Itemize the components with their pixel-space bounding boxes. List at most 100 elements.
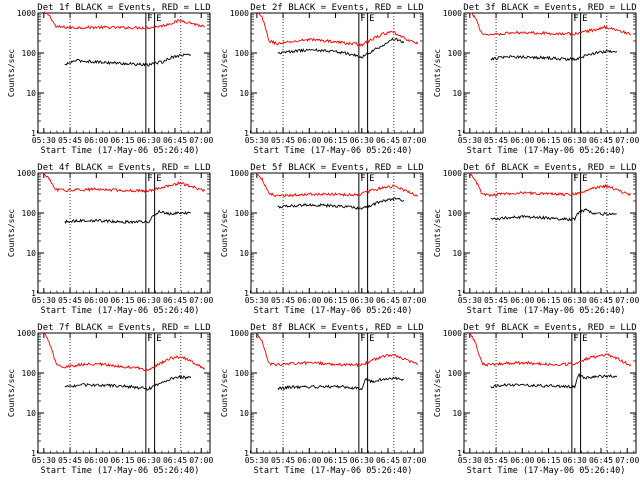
x-tick-label: 06:45 (376, 296, 400, 305)
y-tick-label: 10 (239, 409, 249, 418)
plot-frame (463, 332, 637, 454)
marker-label-f: F (360, 334, 365, 344)
y-tick-label: 10 (239, 249, 249, 258)
y-tick-label: 1 (457, 449, 462, 458)
series-line-events (64, 209, 191, 225)
detector-panel: Det 2f BLACK = Events, RED = LLD 1 10 100 10… (213, 0, 426, 160)
marker-label-e: E (156, 174, 161, 184)
y-axis-label: Counts/sec (220, 49, 229, 97)
x-tick-label: 06:15 (110, 296, 134, 305)
y-tick-label: 10 (239, 89, 249, 98)
x-tick-label: 05:30 (458, 296, 482, 305)
y-axis-label: Counts/sec (433, 209, 442, 257)
x-axis-label: Start Time (17-May-06 05:26:40) (254, 306, 413, 316)
marker-label-e: E (582, 174, 587, 184)
x-tick-label: 07:00 (402, 456, 426, 465)
plot-frame (37, 12, 211, 134)
chart-title: Det 7f BLACK = Events, RED = LLD (37, 323, 210, 333)
detector-chart: Det 3f BLACK = Events, RED = LLD 1 10 100 10… (433, 3, 639, 156)
x-tick-label: 06:00 (510, 136, 534, 145)
x-axis-label: Start Time (17-May-06 05:26:40) (467, 306, 626, 316)
y-tick-label: 1000 (230, 9, 249, 18)
x-tick-label: 06:00 (510, 456, 534, 465)
marker-label-f: F (573, 14, 578, 24)
x-tick-label: 06:00 (84, 136, 108, 145)
y-tick-label: 1000 (17, 329, 36, 338)
marker-label-f: F (573, 174, 578, 184)
series-line-events (490, 208, 617, 222)
x-tick-label: 06:00 (297, 136, 321, 145)
x-tick-label: 06:15 (536, 456, 560, 465)
x-tick-label: 06:30 (350, 456, 374, 465)
x-axis-label: Start Time (17-May-06 05:26:40) (41, 466, 200, 476)
x-tick-label: 07:00 (189, 296, 213, 305)
detector-chart: Det 5f BLACK = Events, RED = LLD 1 10 100 10… (220, 163, 426, 316)
x-axis-label: Start Time (17-May-06 05:26:40) (41, 146, 200, 156)
chart-title: Det 2f BLACK = Events, RED = LLD (250, 3, 423, 13)
x-tick-label: 06:15 (110, 456, 134, 465)
series-line-lld (256, 332, 419, 368)
series-line-events (64, 53, 192, 67)
x-tick-label: 06:45 (163, 456, 187, 465)
y-tick-label: 100 (235, 209, 250, 218)
plot-frame (250, 172, 424, 294)
detector-panel: Det 3f BLACK = Events, RED = LLD 1 10 100 10… (426, 0, 639, 160)
series-line-lld (43, 332, 206, 372)
x-axis-label: Start Time (17-May-06 05:26:40) (467, 146, 626, 156)
detector-chart: Det 7f BLACK = Events, RED = LLD 1 10 100 10… (7, 323, 213, 476)
plot-frame (250, 332, 424, 454)
y-tick-label: 1 (31, 129, 36, 138)
x-tick-label: 06:15 (536, 136, 560, 145)
x-tick-label: 06:45 (589, 136, 613, 145)
series-line-lld (256, 12, 419, 47)
marker-label-e: E (582, 14, 587, 24)
detector-panel: Det 6f BLACK = Events, RED = LLD 1 10 100 10… (426, 160, 639, 320)
series-line-events (64, 374, 192, 391)
chart-title: Det 4f BLACK = Events, RED = LLD (37, 163, 210, 173)
x-tick-label: 06:15 (323, 136, 347, 145)
detector-chart: Det 1f BLACK = Events, RED = LLD 1 10 100 10… (7, 3, 213, 156)
x-axis-label: Start Time (17-May-06 05:26:40) (254, 466, 413, 476)
x-tick-label: 05:45 (484, 136, 508, 145)
detector-panel: Det 9f BLACK = Events, RED = LLD 1 10 100 10… (426, 320, 639, 480)
x-tick-label: 06:30 (137, 296, 161, 305)
series-line-lld (469, 172, 632, 198)
detector-panel: Det 4f BLACK = Events, RED = LLD 1 10 100 10… (0, 160, 213, 320)
series-line-lld (43, 11, 205, 30)
x-tick-label: 06:45 (589, 296, 613, 305)
y-tick-label: 1 (31, 289, 36, 298)
series-line-lld (43, 172, 206, 193)
x-tick-label: 07:00 (615, 136, 639, 145)
y-tick-label: 1000 (443, 329, 462, 338)
y-axis-label: Counts/sec (220, 209, 229, 257)
x-tick-label: 06:15 (323, 456, 347, 465)
chart-title: Det 3f BLACK = Events, RED = LLD (463, 3, 636, 13)
marker-label-f: F (573, 334, 578, 344)
chart-title: Det 9f BLACK = Events, RED = LLD (463, 323, 636, 333)
marker-label-f: F (147, 14, 152, 24)
y-tick-label: 10 (26, 89, 36, 98)
detector-panel: Det 7f BLACK = Events, RED = LLD 1 10 100 10… (0, 320, 213, 480)
y-axis-label: Counts/sec (220, 369, 229, 417)
x-axis-label: Start Time (17-May-06 05:26:40) (41, 306, 200, 316)
y-axis-label: Counts/sec (7, 369, 16, 417)
x-tick-label: 05:30 (32, 136, 56, 145)
x-tick-label: 06:45 (589, 456, 613, 465)
y-tick-label: 1 (244, 129, 249, 138)
y-tick-label: 1000 (443, 9, 462, 18)
y-tick-label: 100 (22, 209, 37, 218)
x-tick-label: 06:00 (297, 296, 321, 305)
plot-frame (250, 12, 424, 134)
detector-panel: Det 8f BLACK = Events, RED = LLD 1 10 100 10… (213, 320, 426, 480)
x-tick-label: 05:45 (58, 136, 82, 145)
x-tick-label: 07:00 (615, 456, 639, 465)
y-tick-label: 1000 (230, 169, 249, 178)
x-tick-label: 07:00 (615, 296, 639, 305)
x-tick-label: 05:45 (58, 296, 82, 305)
x-tick-label: 06:45 (163, 136, 187, 145)
marker-label-e: E (582, 334, 587, 344)
series-line-events (277, 37, 405, 59)
x-tick-label: 06:30 (137, 136, 161, 145)
detector-chart: Det 4f BLACK = Events, RED = LLD 1 10 100 10… (7, 163, 213, 316)
y-tick-label: 100 (448, 49, 463, 58)
